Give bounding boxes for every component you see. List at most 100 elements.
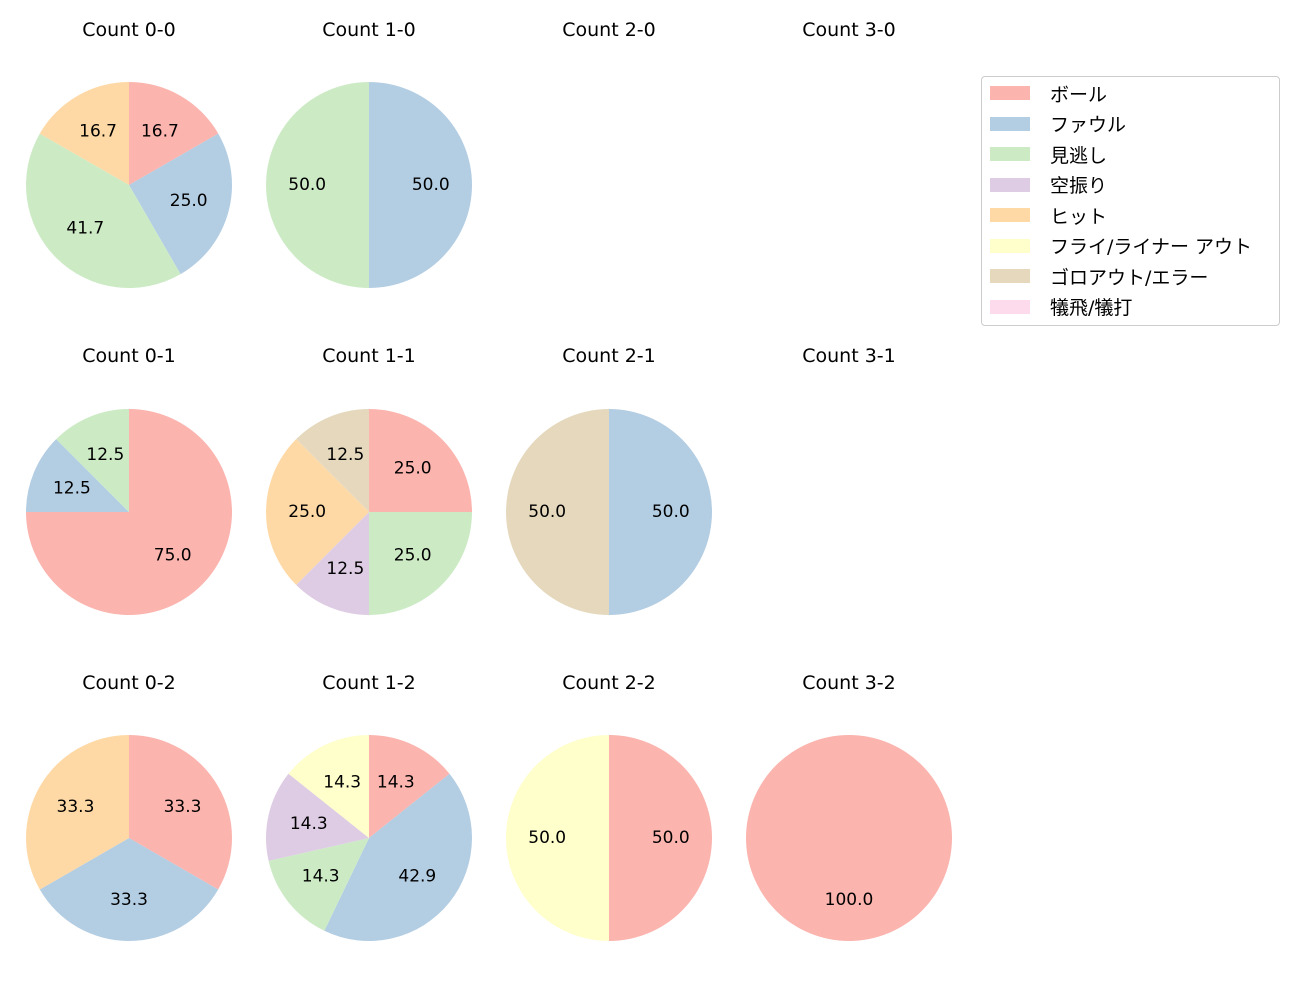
pie-slice-foul — [39, 838, 219, 941]
pie-slice-label: 50.0 — [528, 502, 566, 522]
pie-slice-called-strike — [266, 82, 369, 288]
pie-slice-label: 25.0 — [288, 502, 326, 522]
legend-label: ボール — [1050, 83, 1108, 106]
pie-title: Count 1-0 — [322, 19, 416, 41]
pie-slice-label: 14.3 — [290, 814, 328, 834]
legend-swatch — [990, 238, 1030, 253]
pie-slice-fly-liner-out — [506, 735, 609, 941]
legend-label: ゴロアウト/エラー — [1050, 266, 1209, 289]
legend-swatch — [990, 177, 1030, 192]
pie-slice-called-strike — [369, 512, 472, 615]
pie-slice-label: 50.0 — [652, 828, 690, 848]
pie-slice-label: 14.3 — [302, 867, 340, 887]
pie-slice-ground-out-error — [296, 409, 369, 512]
pie-slice-ball — [746, 735, 952, 941]
pie-count-3-1: Count 3-1 — [802, 345, 896, 367]
legend-label: ファウル — [1050, 114, 1127, 136]
pie-title: Count 3-0 — [802, 19, 896, 41]
pie-slice-label: 50.0 — [412, 175, 450, 195]
pie-slice-hit — [39, 82, 129, 185]
legend-item-sacrifice: 犠飛/犠打 — [990, 295, 1132, 319]
pie-slice-label: 75.0 — [154, 546, 192, 566]
pie-slice-ball — [369, 735, 450, 838]
pie-count-3-2: Count 3-2 100.0 — [746, 672, 952, 941]
legend: ボールファウル見逃し空振りヒットフライ/ライナー アウト ゴロアウト/エラー 犠飛/… — [981, 76, 1280, 326]
pie-count-1-2: Count 1-2 14.3 42.9 14.3 14.3 14.3 — [266, 672, 472, 941]
legend-swatch — [990, 86, 1030, 100]
pie-count-3-0: Count 3-0 — [802, 19, 896, 41]
pie-title: Count 0-1 — [82, 345, 176, 367]
pie-title: Count 3-1 — [802, 345, 896, 367]
pie-slice-label: 12.5 — [53, 478, 91, 498]
pie-count-2-2: Count 2-2 50.0 50.0 — [506, 672, 712, 941]
legend-item-ball: ボール — [990, 81, 1108, 106]
pie-title: Count 1-1 — [322, 345, 416, 367]
pie-slice-foul — [324, 773, 472, 941]
pie-slice-label: 100.0 — [825, 890, 874, 910]
legend-item-foul: ファウル — [990, 112, 1126, 136]
pie-slice-hit — [266, 439, 369, 585]
pie-slice-ball — [609, 735, 712, 941]
legend-swatch — [990, 147, 1030, 161]
pie-count-2-0: Count 2-0 — [562, 19, 656, 41]
pie-slice-label: 42.9 — [398, 867, 436, 887]
pie-count-0-1: Count 0-1 75.0 12.5 12.5 — [26, 345, 232, 615]
pie-slice-hit — [26, 735, 130, 890]
legend-swatch — [990, 208, 1030, 222]
pie-slice-label: 50.0 — [528, 828, 566, 848]
legend-label: 見逃し — [1050, 144, 1108, 167]
pie-slice-swinging-strike — [296, 512, 369, 615]
pie-slice-foul — [129, 133, 232, 275]
pie-slice-called-strike — [25, 133, 181, 288]
pie-slice-foul — [609, 409, 712, 615]
pie-slice-ball — [369, 409, 472, 512]
legend-item-swinging-strike: 空振り — [990, 173, 1107, 197]
pie-slice-label: 50.0 — [288, 175, 326, 195]
pie-slice-label: 16.7 — [79, 121, 117, 141]
pie-slice-label: 33.3 — [110, 890, 148, 910]
pie-slice-fly-liner-out — [288, 735, 369, 838]
legend-label: 犠飛/犠打 — [1050, 297, 1133, 319]
pie-count-1-0: Count 1-0 50.0 50.0 — [266, 19, 472, 288]
pie-title: Count 0-2 — [82, 672, 176, 694]
pie-slice-label: 14.3 — [377, 772, 415, 792]
legend-swatch — [990, 269, 1030, 283]
pie-count-2-1: Count 2-1 50.0 50.0 — [506, 345, 712, 615]
pie-slice-label: 14.3 — [323, 772, 361, 792]
pie-title: Count 2-2 — [562, 672, 656, 694]
pie-slice-label: 33.3 — [57, 797, 95, 817]
pie-slice-ball — [129, 735, 232, 890]
pie-slice-label: 33.3 — [164, 797, 202, 817]
pie-slice-label: 50.0 — [652, 502, 690, 522]
legend-item-fly-liner-out: フライ/ライナー アウト — [990, 234, 1252, 258]
pie-slice-label: 25.0 — [394, 546, 432, 566]
legend-item-ground-out-error: ゴロアウト/エラー — [990, 264, 1209, 289]
pie-slice-label: 41.7 — [66, 219, 104, 239]
pie-slice-ground-out-error — [506, 409, 609, 615]
pie-slice-swinging-strike — [266, 773, 369, 861]
pie-count-1-1: Count 1-1 25.0 25.0 12.5 25.0 12.5 — [266, 345, 472, 615]
pie-title: Count 3-2 — [802, 672, 896, 694]
pie-slice-ball — [129, 82, 219, 185]
legend-item-called-strike: 見逃し — [990, 142, 1108, 167]
pie-slice-called-strike — [56, 409, 130, 512]
pie-count-0-0: Count 0-0 16.7 25.0 41.7 16.7 — [25, 19, 232, 288]
pie-title: Count 1-2 — [322, 672, 416, 694]
legend-label: ヒット — [1050, 205, 1108, 228]
legend-swatch — [990, 299, 1030, 314]
pie-slice-foul — [26, 439, 129, 512]
pie-count-0-2: Count 0-2 33.3 33.3 33.3 — [26, 672, 232, 941]
pie-slice-called-strike — [268, 838, 369, 931]
pie-slice-label: 25.0 — [394, 458, 432, 478]
pie-slice-label: 16.7 — [141, 121, 179, 141]
legend-label: 空振り — [1050, 175, 1108, 197]
legend-item-hit: ヒット — [990, 203, 1108, 228]
pie-slice-label: 12.5 — [326, 559, 364, 579]
legend-label: フライ/ライナー アウト — [1050, 236, 1253, 258]
pie-slice-label: 12.5 — [86, 445, 124, 465]
pie-slice-label: 25.0 — [170, 191, 208, 211]
pie-title: Count 2-1 — [562, 345, 656, 367]
pie-slice-label: 12.5 — [326, 445, 364, 465]
pie-title: Count 0-0 — [82, 19, 176, 41]
